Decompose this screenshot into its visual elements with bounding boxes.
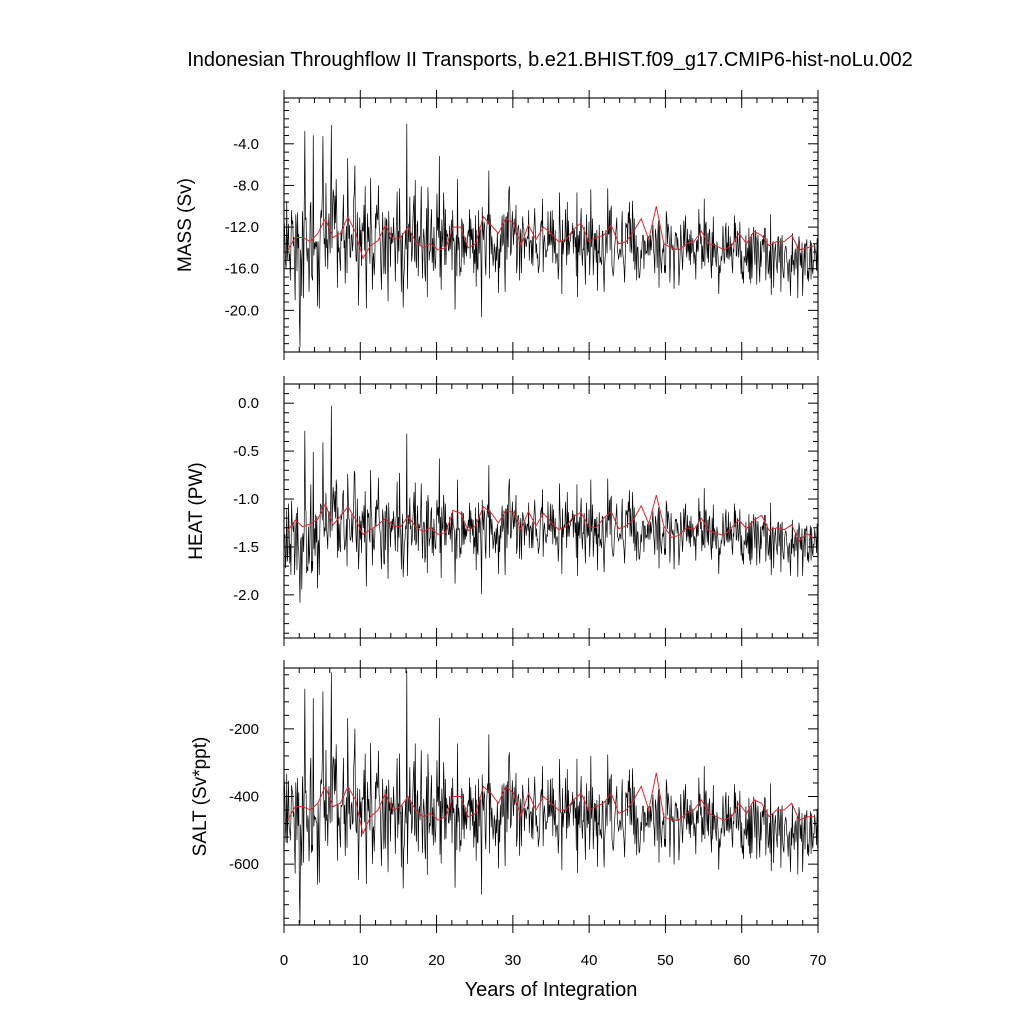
salt-y-axis-label: SALT (Sv*ppt) (190, 737, 211, 857)
x-tick-label: 60 (733, 952, 750, 969)
x-tick-labels: 0 10 20 30 40 50 60 70 (280, 952, 827, 969)
x-tick-label: 20 (428, 952, 445, 969)
salt-monthly-series-line (284, 671, 818, 924)
mass-y-axis-label: MASS (Sv) (175, 178, 196, 272)
panel-salt: -200 -400 -600 SALT (Sv*ppt) (190, 660, 819, 933)
panel-mass: -4.0 -8.0 -12.0 -16.0 -20.0 MASS (Sv) (175, 90, 819, 360)
x-tick-label: 0 (280, 952, 288, 969)
salt-annual-series-line (287, 772, 815, 836)
x-axis-label: Years of Integration (465, 979, 638, 1001)
heat-monthly-series-line (284, 405, 818, 603)
heat-y-tick-label: -1.5 (233, 539, 259, 556)
heat-plot-frame (283, 383, 819, 639)
heat-annual-series-line (287, 495, 815, 543)
heat-y-tick-label: -0.5 (233, 443, 259, 460)
salt-y-tick-label: -200 (229, 721, 259, 738)
chart-title: Indonesian Throughflow II Transports, b.… (187, 49, 913, 71)
mass-y-tick-label: -20.0 (225, 302, 259, 319)
mass-y-tick-label: -12.0 (225, 219, 259, 236)
x-tick-label: 50 (657, 952, 674, 969)
panel-heat: 0.0 -0.5 -1.0 -1.5 -2.0 HEAT (PW) (186, 376, 819, 646)
x-tick-label: 40 (581, 952, 598, 969)
x-tick-label: 70 (810, 952, 827, 969)
chart-panels: -4.0 -8.0 -12.0 -16.0 -20.0 MASS (Sv) 0.0 -0.5 -… (175, 90, 826, 969)
mass-monthly-series-line (284, 123, 818, 348)
salt-y-tick-label: -400 (229, 789, 259, 806)
x-tick-label: 30 (505, 952, 522, 969)
heat-y-tick-label: 0.0 (238, 395, 259, 412)
x-tick-label: 10 (352, 952, 369, 969)
mass-y-tick-label: -8.0 (233, 177, 259, 194)
mass-plot-frame (283, 97, 819, 353)
mass-y-tick-label: -16.0 (225, 261, 259, 278)
salt-y-tick-label: -600 (229, 856, 259, 873)
mass-annual-series-line (287, 206, 815, 260)
mass-y-tick-label: -4.0 (233, 136, 259, 153)
heat-y-tick-label: -2.0 (233, 587, 259, 604)
heat-y-tick-label: -1.0 (233, 491, 259, 508)
heat-y-axis-label: HEAT (PW) (186, 462, 207, 559)
